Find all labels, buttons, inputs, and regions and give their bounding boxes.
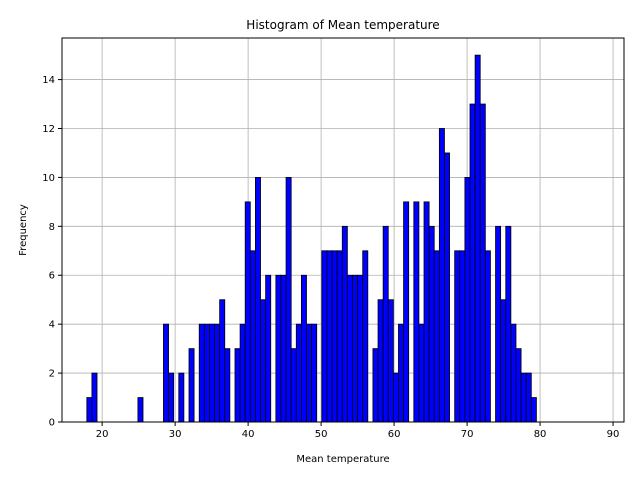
y-tick-label: 8 xyxy=(49,222,55,233)
histogram-bar xyxy=(520,372,527,423)
histogram-bar xyxy=(290,348,297,423)
histogram-bar xyxy=(285,177,292,423)
x-tick-label: 60 xyxy=(388,429,401,440)
y-tick-label: 12 xyxy=(42,124,55,135)
histogram-bar xyxy=(352,274,358,423)
x-axis-label: Mean temperature xyxy=(296,454,389,465)
histogram-bar xyxy=(515,348,522,423)
histogram-bar xyxy=(469,103,476,423)
histogram-bar xyxy=(464,177,471,423)
histogram-bar xyxy=(260,299,267,423)
histogram-bar xyxy=(474,54,481,423)
histogram-bar xyxy=(209,323,215,423)
histogram-bar xyxy=(331,250,338,423)
plot-frame xyxy=(61,37,625,423)
histogram-bar xyxy=(372,348,379,423)
histogram-bar xyxy=(198,323,205,423)
histogram-bar xyxy=(265,274,272,423)
histogram-bar xyxy=(326,250,333,423)
histogram-bar xyxy=(377,299,384,423)
histogram-bar xyxy=(311,323,318,423)
histogram-bar xyxy=(433,250,440,423)
histogram-bar xyxy=(306,323,313,423)
histogram-bar xyxy=(341,225,348,423)
y-tick-label: 2 xyxy=(49,369,55,380)
histogram-bar xyxy=(479,103,486,423)
y-tick-label: 0 xyxy=(49,418,55,429)
histogram-bar xyxy=(346,274,353,423)
histogram-bar xyxy=(428,225,435,423)
histogram-bar xyxy=(392,372,399,423)
histogram-bar xyxy=(387,299,394,423)
histogram-bar xyxy=(295,323,302,423)
histogram-bar xyxy=(214,323,221,423)
histogram-bar xyxy=(362,250,369,423)
x-tick-label: 80 xyxy=(534,429,547,440)
y-tick-label: 4 xyxy=(49,320,55,331)
histogram-bar xyxy=(530,397,537,423)
histogram-bar xyxy=(321,250,328,423)
histogram-bar xyxy=(300,274,307,423)
histogram-bar xyxy=(203,323,210,423)
histogram-bar xyxy=(188,348,195,423)
histogram-bar xyxy=(224,348,231,423)
y-tick-label: 10 xyxy=(42,173,55,184)
histogram-bar xyxy=(178,372,185,423)
histogram-bar xyxy=(454,250,461,423)
histogram-bar xyxy=(495,225,502,423)
histogram-bar xyxy=(137,397,144,423)
histogram-bar xyxy=(403,201,410,423)
histogram-bar xyxy=(398,323,404,423)
histogram-bar xyxy=(249,250,256,423)
histogram-bar xyxy=(382,225,389,423)
y-tick-label: 14 xyxy=(42,75,55,86)
axis-ticks: 20 30 40 50 60 70 80 90 0 2 4 6 8 10 12 14 xyxy=(42,75,619,440)
x-tick-label: 70 xyxy=(461,429,474,440)
histogram-bar xyxy=(275,274,282,423)
x-tick-label: 50 xyxy=(315,429,328,440)
histogram-bar xyxy=(510,323,517,423)
bars xyxy=(86,54,537,423)
histogram-bar xyxy=(438,128,445,423)
histogram-bar xyxy=(505,225,512,423)
histogram-bar xyxy=(423,201,430,423)
histogram-bar xyxy=(444,152,450,423)
histogram-bar xyxy=(91,372,98,423)
histogram-bar xyxy=(459,250,466,423)
histogram-bar xyxy=(234,348,241,423)
x-tick-label: 30 xyxy=(169,429,182,440)
histogram-bar xyxy=(163,323,169,423)
histogram-bar xyxy=(357,274,364,423)
histogram-bar xyxy=(244,201,251,423)
histogram-bar xyxy=(280,274,287,423)
histogram-bar xyxy=(525,372,532,423)
histogram-bar xyxy=(413,201,420,423)
histogram-bar xyxy=(168,372,175,423)
histogram-bar xyxy=(336,250,343,423)
histogram-bar xyxy=(255,177,261,423)
chart-title: Histogram of Mean temperature xyxy=(246,18,439,32)
histogram-bar xyxy=(418,323,425,423)
x-tick-label: 90 xyxy=(607,429,620,440)
y-tick-label: 6 xyxy=(49,271,55,282)
histogram-bar xyxy=(484,250,491,423)
histogram-bar xyxy=(86,397,93,423)
y-axis-label: Frequency xyxy=(18,204,29,256)
x-tick-label: 20 xyxy=(96,429,109,440)
histogram-bar xyxy=(500,299,507,423)
histogram-bar xyxy=(239,323,246,423)
x-tick-label: 40 xyxy=(242,429,255,440)
histogram-bar xyxy=(219,299,226,423)
